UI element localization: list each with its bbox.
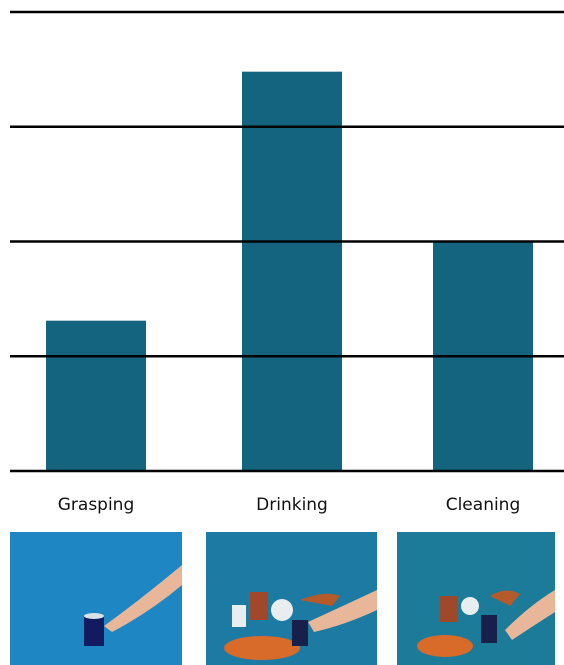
x-tick-label: Grasping xyxy=(58,495,135,515)
photos xyxy=(10,532,555,665)
photo-cleaning xyxy=(397,532,555,665)
x-tick-label: Cleaning xyxy=(446,495,521,515)
x-tick-label: Drinking xyxy=(256,495,328,515)
bar xyxy=(242,71,342,472)
photo-grasping xyxy=(10,532,182,665)
bar xyxy=(46,320,146,471)
photo-drinking xyxy=(206,532,377,665)
